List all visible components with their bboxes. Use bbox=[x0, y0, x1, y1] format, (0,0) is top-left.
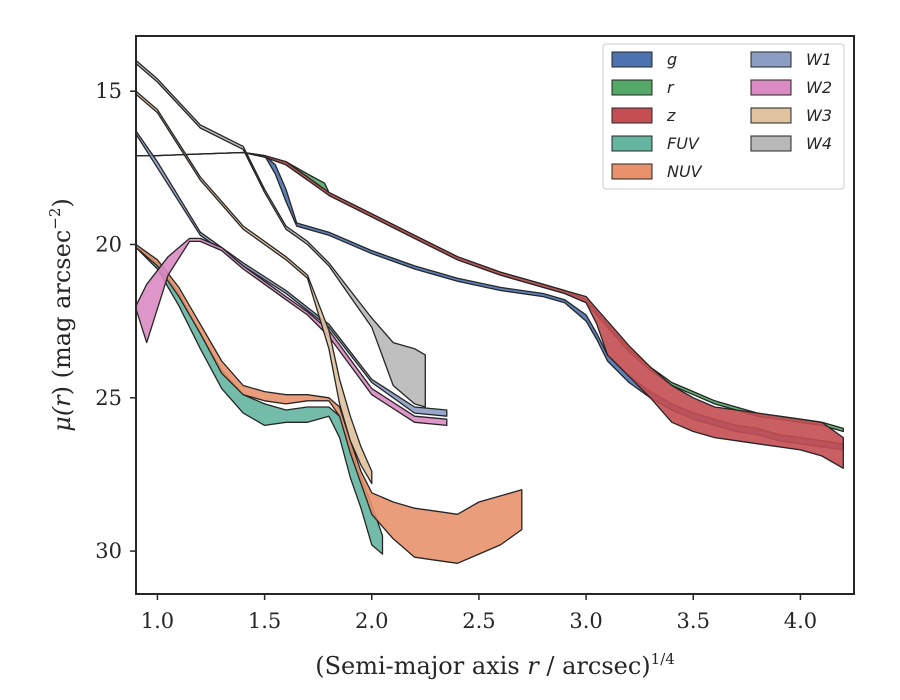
legend-label-fuv: FUV bbox=[667, 134, 700, 153]
y-tick-label: 20 bbox=[95, 232, 122, 256]
legend-label-w3: W3 bbox=[806, 106, 832, 125]
series-band-w4 bbox=[135, 59, 426, 408]
series-band-nuv bbox=[135, 243, 523, 564]
y-axis-title-tail: ) (mag arcsec bbox=[48, 230, 76, 396]
x-tick-label: 3.0 bbox=[569, 609, 602, 633]
y-axis-title-superscript: −2 bbox=[46, 208, 64, 230]
y-axis-title-main: μ( bbox=[48, 406, 76, 432]
y-axis: 15 20 25 30 bbox=[95, 79, 136, 563]
legend-label-z: z bbox=[666, 106, 676, 125]
x-tick-label: 2.5 bbox=[462, 609, 495, 633]
legend-swatch-w3 bbox=[750, 107, 792, 124]
legend: grz FUV NUV W1 W2 W3 W4 bbox=[602, 43, 845, 190]
legend-label-nuv: NUV bbox=[667, 162, 703, 181]
y-tick-label: 30 bbox=[95, 539, 122, 563]
x-axis-title-variable: r bbox=[527, 652, 540, 680]
y-axis-title-variable: r bbox=[48, 394, 76, 407]
x-axis-title-superscript: 1/4 bbox=[651, 650, 675, 668]
legend-label-r: r bbox=[667, 78, 675, 97]
x-tick-label: 4.0 bbox=[784, 609, 817, 633]
y-tick-label: 15 bbox=[95, 79, 122, 103]
x-tick-label: 1.5 bbox=[248, 609, 281, 633]
legend-label-w4: W4 bbox=[806, 134, 832, 153]
x-axis-title-main: (Semi-major axis bbox=[315, 652, 527, 680]
y-axis-title-end: ) bbox=[48, 198, 76, 207]
legend-swatch-r bbox=[611, 79, 653, 96]
x-tick-label: 3.5 bbox=[677, 609, 710, 633]
series-band-w3 bbox=[135, 90, 373, 485]
legend-label-w2: W2 bbox=[806, 78, 832, 97]
x-tick-label: 1.0 bbox=[141, 609, 174, 633]
plot-frame bbox=[135, 35, 855, 595]
x-axis: 1.0 1.5 2.0 2.5 3.0 3.5 4.0 bbox=[141, 594, 817, 633]
legend-swatch-fuv bbox=[611, 135, 653, 152]
series-band-z bbox=[135, 151, 844, 469]
legend-swatch-w4 bbox=[750, 135, 792, 152]
series-layer bbox=[135, 59, 844, 564]
plot-area bbox=[135, 59, 844, 564]
x-axis-title-tail: / arcsec) bbox=[539, 652, 651, 680]
legend-swatch-z bbox=[611, 107, 653, 124]
x-axis-title: (Semi-major axis r / arcsec)1/4 bbox=[315, 650, 675, 680]
series-band-w2 bbox=[135, 237, 448, 427]
legend-swatch-w2 bbox=[750, 79, 792, 96]
series-band-w1 bbox=[135, 130, 448, 417]
legend-label-w1: W1 bbox=[806, 50, 832, 69]
legend-swatch-g bbox=[611, 51, 653, 68]
y-axis-title: μ(r) (mag arcsec−2) bbox=[46, 198, 76, 432]
legend-label-g: g bbox=[667, 50, 677, 69]
legend-swatch-nuv bbox=[611, 163, 653, 180]
legend-swatch-w1 bbox=[750, 51, 792, 68]
y-tick-label: 25 bbox=[95, 386, 122, 410]
x-tick-label: 2.0 bbox=[355, 609, 388, 633]
